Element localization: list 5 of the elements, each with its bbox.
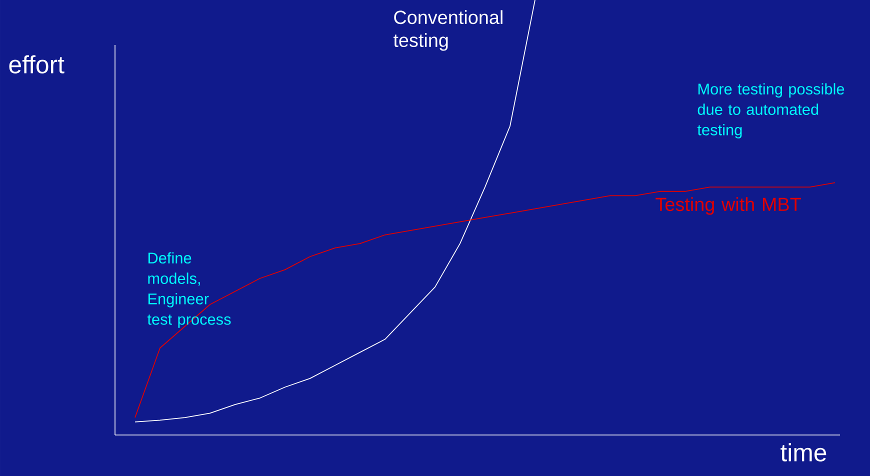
x-axis-title: time xyxy=(780,443,826,462)
series-label: Conventional testing xyxy=(393,10,502,51)
y-axis-title: effort xyxy=(9,55,64,74)
series-label: Testing with MBT xyxy=(656,197,801,215)
annotation: More testing possible due to automated testing xyxy=(697,83,844,138)
